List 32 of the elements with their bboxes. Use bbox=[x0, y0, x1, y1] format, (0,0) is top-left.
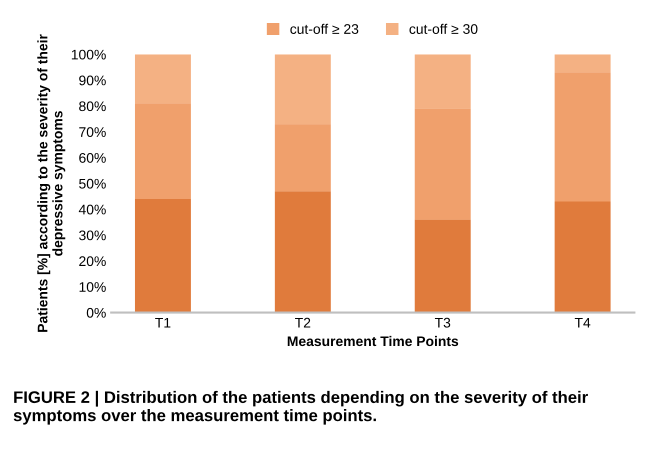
bar bbox=[414, 220, 471, 313]
bar bbox=[414, 108, 471, 220]
y-tick-label: 0% bbox=[86, 308, 106, 318]
bar bbox=[274, 191, 331, 313]
x-tick-label: T1 bbox=[155, 318, 170, 328]
legend-label: cut-off ≥ 30 bbox=[409, 24, 478, 34]
y-tick-label: 80% bbox=[79, 101, 106, 112]
y-tick-label: 20% bbox=[79, 256, 106, 266]
bar bbox=[134, 54, 191, 104]
bar bbox=[554, 202, 611, 313]
y-tick-label: 40% bbox=[78, 204, 106, 214]
x-tick-label: T3 bbox=[434, 318, 450, 328]
y-tick-label: 70% bbox=[79, 127, 106, 137]
caption: FIGURE 2 | Distribution of the patients depending on the severity of their symptoms over the measurement time points. bbox=[14, 390, 588, 425]
bar bbox=[134, 103, 191, 199]
bar bbox=[414, 54, 471, 109]
x-axis-title: Measurement Time Points bbox=[288, 336, 458, 346]
bar bbox=[554, 54, 611, 72]
bar bbox=[274, 54, 331, 124]
y-tick-label: 90% bbox=[79, 76, 106, 86]
bar bbox=[134, 198, 191, 313]
bar bbox=[274, 124, 331, 192]
y-tick-label: 50% bbox=[79, 178, 106, 189]
y-axis-title: Patients [%] according to the severity of their depressive symptoms bbox=[37, 34, 66, 332]
legend-label: cut-off ≥ 23 bbox=[290, 24, 358, 34]
y-tick-label: 30% bbox=[79, 230, 106, 240]
y-tick-label: 100% bbox=[72, 50, 106, 60]
x-tick-label: T2 bbox=[295, 318, 310, 328]
y-tick-label: 60% bbox=[79, 152, 106, 163]
bar bbox=[554, 72, 611, 202]
x-tick-label: T4 bbox=[574, 318, 590, 328]
y-tick-label: 10% bbox=[80, 282, 106, 292]
